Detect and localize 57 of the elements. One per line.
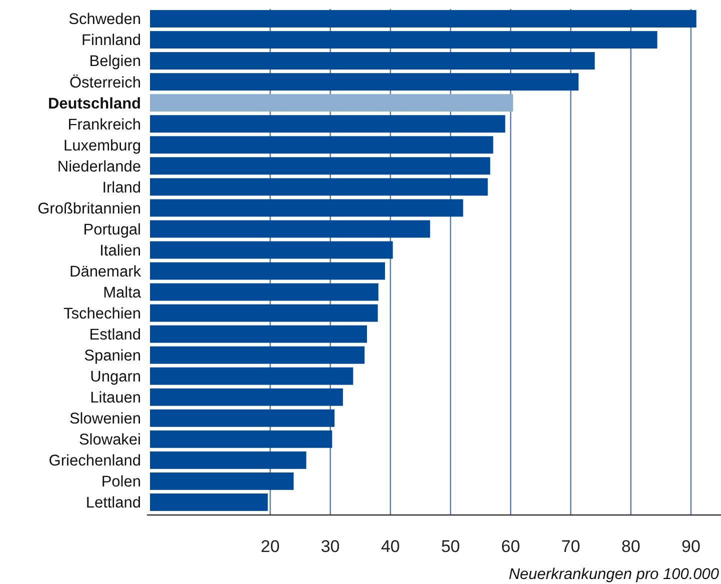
bar bbox=[150, 304, 378, 322]
y-tick-label: Griechenland bbox=[48, 452, 141, 470]
bar bbox=[150, 178, 488, 196]
bar bbox=[150, 220, 430, 238]
y-tick-label: Österreich bbox=[70, 74, 141, 92]
y-tick-label: Schweden bbox=[68, 11, 141, 28]
bar bbox=[150, 94, 514, 112]
bar bbox=[150, 283, 378, 301]
bar bbox=[150, 388, 343, 406]
x-axis-title: Neuerkrankungen pro 100.000 bbox=[508, 566, 720, 583]
x-tick-label: 50 bbox=[441, 537, 460, 556]
y-tick-label: Portugal bbox=[83, 221, 141, 238]
y-tick-label: Ungarn bbox=[90, 368, 141, 386]
y-tick-label: Finnland bbox=[82, 32, 141, 50]
bar bbox=[150, 10, 696, 28]
bar bbox=[150, 325, 367, 343]
y-tick-label: Tschechien bbox=[63, 305, 141, 322]
x-tick-label: 80 bbox=[621, 537, 640, 556]
y-tick-label: Frankreich bbox=[68, 116, 141, 134]
bar bbox=[150, 262, 386, 280]
bar bbox=[150, 472, 294, 490]
y-tick-label: Irland bbox=[102, 179, 141, 196]
y-tick-label: Slowenien bbox=[69, 410, 141, 428]
y-tick-label: Dänemark bbox=[70, 263, 142, 280]
x-tick-label: 90 bbox=[681, 537, 700, 556]
y-tick-label: Deutschland bbox=[48, 95, 141, 112]
y-tick-label: Italien bbox=[100, 242, 141, 260]
x-tick-label: 40 bbox=[380, 537, 400, 556]
bar bbox=[150, 31, 658, 49]
bar bbox=[150, 136, 494, 154]
y-tick-label: Großbritannien bbox=[38, 200, 141, 218]
y-tick-label: Spanien bbox=[84, 348, 141, 365]
y-tick-label: Polen bbox=[101, 474, 141, 491]
y-tick-label: Slowakei bbox=[78, 432, 141, 449]
bar bbox=[150, 430, 332, 448]
y-tick-label: Niederlande bbox=[57, 158, 141, 176]
x-tick-label: 70 bbox=[561, 537, 580, 556]
bar bbox=[150, 52, 595, 70]
x-tick-label: 20 bbox=[260, 537, 280, 556]
bar bbox=[150, 494, 268, 511]
bar bbox=[150, 199, 464, 217]
bar bbox=[150, 451, 306, 469]
bar bbox=[150, 367, 354, 385]
y-tick-label: Estland bbox=[89, 326, 141, 344]
x-tick-label: 30 bbox=[320, 537, 340, 556]
y-tick-label: Malta bbox=[103, 284, 142, 302]
bar bbox=[150, 73, 579, 91]
y-tick-label: Belgien bbox=[89, 53, 141, 70]
bar bbox=[150, 115, 506, 133]
bar bbox=[150, 241, 393, 259]
x-tick-label: 60 bbox=[501, 537, 520, 556]
bar bbox=[150, 157, 490, 175]
bar bbox=[150, 409, 335, 427]
bar bbox=[150, 346, 365, 364]
y-tick-label: Litauen bbox=[90, 390, 141, 407]
y-tick-label: Lettland bbox=[86, 494, 141, 512]
y-tick-label: Luxemburg bbox=[63, 137, 141, 154]
